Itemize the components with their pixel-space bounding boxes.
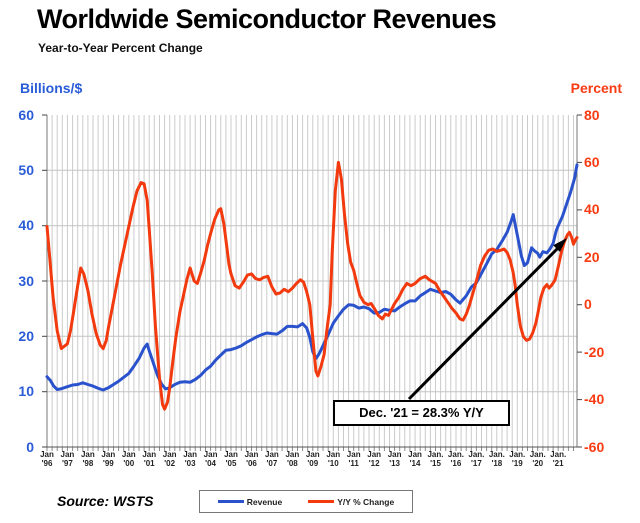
x-axis-tick-label: Jan '04	[203, 450, 218, 468]
left-axis-tick-label: 40	[18, 217, 34, 234]
annotation-callout: Dec. '21 = 28.3% Y/Y	[333, 400, 510, 426]
x-axis-tick-label: Jan '09	[305, 450, 320, 468]
x-axis-tick-label: Jan '06	[244, 450, 259, 468]
left-axis-title: Billions/$	[20, 80, 83, 96]
left-axis-tick-label: 0	[26, 438, 34, 455]
x-axis-tick-label: Jan. '15	[427, 450, 444, 468]
chart-title: Worldwide Semiconductor Revenues	[37, 4, 497, 34]
right-axis-tick-label: 80	[584, 106, 600, 123]
legend-label-revenue: Revenue	[246, 496, 283, 507]
revenue-line-swatch	[217, 500, 244, 503]
x-axis-tick-label: Jan '97	[60, 450, 75, 468]
x-axis-tick-label: Jan '02	[162, 450, 177, 468]
x-axis-tick-label: Jan. '16	[447, 450, 464, 468]
yoy-line-swatch	[308, 500, 335, 503]
x-axis-tick-label: Jan '99	[101, 450, 116, 468]
x-axis-tick-label: Jan. '18	[488, 450, 505, 468]
right-axis-tick-label: -40	[584, 391, 605, 408]
x-axis-tick-label: Jan. '17	[468, 450, 485, 468]
right-axis-tick-label: 0	[584, 296, 592, 313]
x-axis-tick-label: Jan '10	[326, 450, 341, 468]
legend-item-revenue: Revenue	[217, 496, 283, 507]
x-axis-tick-label: Jan '96	[40, 450, 54, 468]
right-axis-tick-label: -60	[584, 438, 605, 455]
legend-item-yoy: Y/Y % Change	[308, 497, 394, 507]
right-axis-tick-label: 40	[584, 201, 600, 218]
right-axis-tick-label: 20	[584, 248, 600, 265]
x-axis-tick-label: Jan '98	[80, 450, 95, 468]
left-axis-tick-label: 30	[18, 272, 34, 289]
left-axis-tick-label: 60	[18, 106, 34, 123]
source-note: Source: WSTS	[57, 493, 154, 509]
right-axis-title: Percent	[570, 80, 622, 96]
x-axis-tick-label: Jan '13	[387, 450, 402, 468]
legend-label-yoy: Y/Y % Change	[337, 496, 395, 507]
x-axis-tick-label: Jan. '19	[509, 450, 526, 468]
legend: Revenue Y/Y % Change	[199, 490, 413, 513]
chart-subtitle: Year-to-Year Percent Change	[38, 41, 203, 55]
x-axis-tick-label: Jan. '21	[550, 450, 567, 468]
x-axis-tick-label: Jan '08	[285, 450, 300, 468]
right-axis-tick-label: -20	[584, 343, 605, 360]
left-axis-tick-label: 10	[18, 383, 34, 400]
left-axis-tick-label: 50	[18, 161, 34, 178]
x-axis-tick-label: Jan '00	[121, 450, 136, 468]
x-axis-tick-label: Jan '11	[346, 450, 361, 468]
left-axis-tick-label: 20	[18, 327, 34, 344]
x-axis-tick-label: Jan '14	[408, 450, 422, 468]
x-axis-tick-label: Jan '07	[265, 450, 279, 468]
x-axis-tick-label: Jan '05	[224, 450, 238, 468]
x-axis-tick-label: Jan '12	[367, 450, 382, 468]
x-axis-tick-label: Jan '01	[142, 450, 157, 468]
x-axis-tick-label: Jan. '20	[529, 450, 546, 468]
right-axis-tick-label: 60	[584, 153, 600, 170]
x-axis-tick-label: Jan '03	[183, 450, 198, 468]
